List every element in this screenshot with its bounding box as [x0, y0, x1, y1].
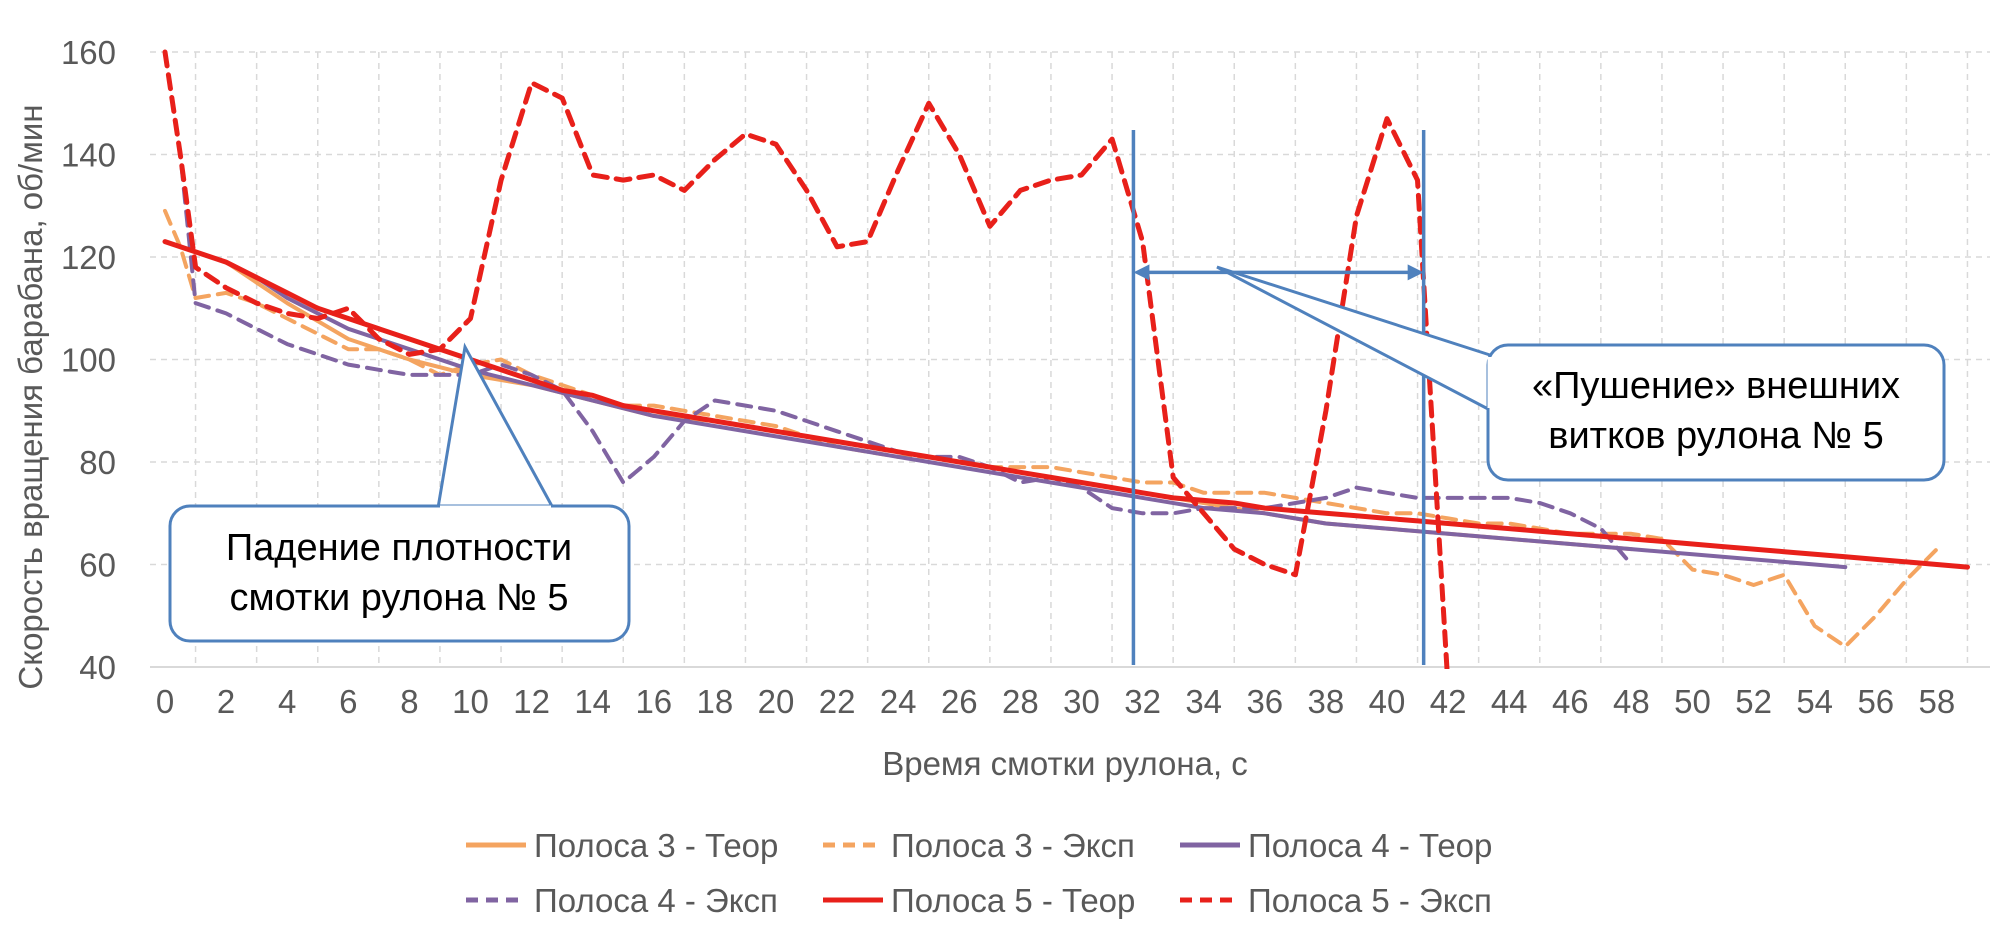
legend-label: Полоса 3 - Теор [534, 827, 778, 864]
x-tick-label: 36 [1246, 683, 1283, 720]
x-tick-label: 38 [1308, 683, 1345, 720]
x-tick-label: 56 [1857, 683, 1894, 720]
y-tick-label: 60 [79, 547, 116, 584]
callout-right-box [1486, 343, 1946, 482]
y-axis-title: Скорость вращения барабана, об/мин [12, 104, 49, 689]
series-line-3 [163, 239, 1848, 570]
data-series [162, 49, 1970, 669]
legend-label: Полоса 4 - Эксп [534, 882, 778, 919]
y-axis-ticks: 40 60 80 100 120 140 160 [61, 34, 116, 686]
x-tick-label: 42 [1430, 683, 1467, 720]
callout-left-line-2: смотки рулона № 5 [230, 577, 569, 619]
callout-right-line-1: «Пушение» внешних [1532, 365, 1900, 407]
x-tick-label: 8 [400, 683, 418, 720]
x-tick-label: 50 [1674, 683, 1711, 720]
arrow-head-right [1407, 264, 1424, 281]
x-tick-label: 40 [1369, 683, 1406, 720]
x-axis-ticks: 0 2 4 6 8 10 12 14 16 18 20 22 24 26 28 30 32 34 36 38 40 42 4… [156, 683, 1955, 720]
x-tick-label: 4 [278, 683, 296, 720]
legend: Полоса 3 - Теор Полоса 3 - Эксп Полоса 4 -… [466, 827, 1492, 919]
x-tick-label: 54 [1796, 683, 1833, 720]
x-tick-label: 6 [339, 683, 357, 720]
legend-label: Полоса 5 - Эксп [1248, 882, 1492, 919]
x-tick-label: 34 [1185, 683, 1222, 720]
series-line-1 [163, 239, 1634, 552]
y-tick-label: 80 [79, 444, 116, 481]
callout-density-drop: Падение плотности смотки рулона № 5 [168, 342, 631, 643]
legend-label: Полоса 5 - Теор [891, 882, 1135, 919]
x-tick-label: 14 [574, 683, 611, 720]
x-tick-label: 58 [1919, 683, 1956, 720]
callout-right-pointer [1216, 265, 1491, 412]
x-tick-label: 28 [1002, 683, 1039, 720]
callout-left-line-1: Падение плотности [226, 527, 572, 569]
x-tick-label: 10 [452, 683, 489, 720]
y-tick-label: 140 [61, 137, 116, 174]
series-line-4 [163, 50, 1634, 567]
x-tick-label: 44 [1491, 683, 1528, 720]
callout-left-box [168, 504, 631, 643]
legend-label: Полоса 4 - Теор [1248, 827, 1492, 864]
y-tick-label: 160 [61, 34, 116, 71]
x-tick-label: 24 [880, 683, 917, 720]
arrow-head-left [1133, 264, 1150, 281]
y-tick-label: 40 [79, 649, 116, 686]
callout-outer-turns: «Пушение» внешних витков рулона № 5 [1216, 265, 1946, 482]
series-line-6 [162, 49, 1450, 669]
y-tick-label: 100 [61, 342, 116, 379]
x-tick-label: 48 [1613, 683, 1650, 720]
x-tick-label: 22 [819, 683, 856, 720]
x-tick-label: 12 [513, 683, 550, 720]
annotations [1131, 130, 1426, 665]
callout-right-line-2: витков рулона № 5 [1548, 415, 1884, 457]
x-tick-label: 16 [635, 683, 672, 720]
legend-label: Полоса 3 - Эксп [891, 827, 1135, 864]
x-tick-label: 26 [941, 683, 978, 720]
x-tick-label: 0 [156, 683, 174, 720]
x-tick-label: 18 [697, 683, 734, 720]
x-tick-label: 46 [1552, 683, 1589, 720]
callout-left-pointer [436, 342, 555, 509]
y-tick-label: 120 [61, 239, 116, 276]
x-tick-label: 2 [217, 683, 235, 720]
x-tick-label: 20 [758, 683, 795, 720]
x-axis-title: Время смотки рулона, с [882, 745, 1248, 782]
x-tick-label: 30 [1063, 683, 1100, 720]
x-tick-label: 32 [1124, 683, 1161, 720]
x-tick-label: 52 [1735, 683, 1772, 720]
series-line-2 [163, 208, 1939, 649]
